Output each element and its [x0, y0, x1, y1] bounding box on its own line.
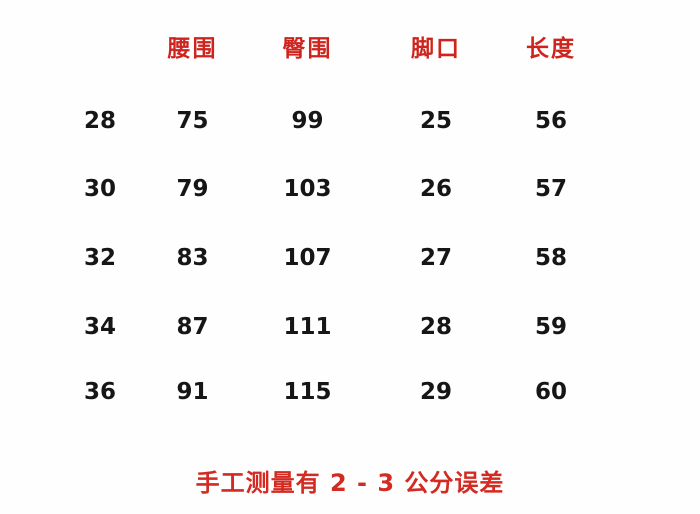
cell-size: 32: [83, 245, 116, 271]
table-row: 32 83 107 27 58: [55, 244, 605, 272]
cell-size: 36: [83, 379, 116, 405]
cell-leg-opening: 25: [419, 108, 452, 134]
cell-hip: 115: [283, 379, 332, 405]
header-waist: 腰围: [167, 36, 218, 62]
cell-length: 59: [534, 314, 567, 340]
cell-length: 60: [534, 379, 567, 405]
header-length: 长度: [526, 36, 576, 62]
cell-leg-opening: 28: [419, 314, 452, 340]
measurement-tolerance-note: 手工测量有 2 - 3 公分误差: [195, 469, 505, 497]
cell-size: 34: [83, 314, 116, 340]
cell-hip: 107: [283, 245, 332, 271]
table-row: 34 87 111 28 59: [55, 313, 605, 341]
cell-hip: 103: [283, 176, 332, 202]
cell-waist: 83: [176, 245, 209, 271]
cell-leg-opening: 29: [419, 379, 452, 405]
cell-waist: 87: [176, 314, 209, 340]
table-row: 30 79 103 26 57: [55, 175, 605, 203]
header-hip: 臀围: [282, 36, 333, 62]
cell-waist: 79: [176, 176, 209, 202]
cell-length: 58: [534, 245, 567, 271]
size-chart-header-row: 腰围 臀围 脚口 长度: [55, 35, 605, 63]
table-row: 36 91 115 29 60: [55, 378, 605, 406]
cell-length: 57: [534, 176, 567, 202]
table-row: 28 75 99 25 56: [55, 107, 605, 135]
cell-length: 56: [534, 108, 567, 134]
cell-size: 28: [83, 108, 116, 134]
cell-size: 30: [83, 176, 116, 202]
cell-leg-opening: 26: [419, 176, 452, 202]
cell-hip: 99: [291, 108, 324, 134]
cell-waist: 75: [176, 108, 209, 134]
cell-hip: 111: [283, 314, 332, 340]
cell-waist: 91: [176, 379, 209, 405]
header-spacer: [55, 35, 145, 63]
header-leg-opening: 脚口: [411, 36, 461, 62]
cell-leg-opening: 27: [419, 245, 452, 271]
